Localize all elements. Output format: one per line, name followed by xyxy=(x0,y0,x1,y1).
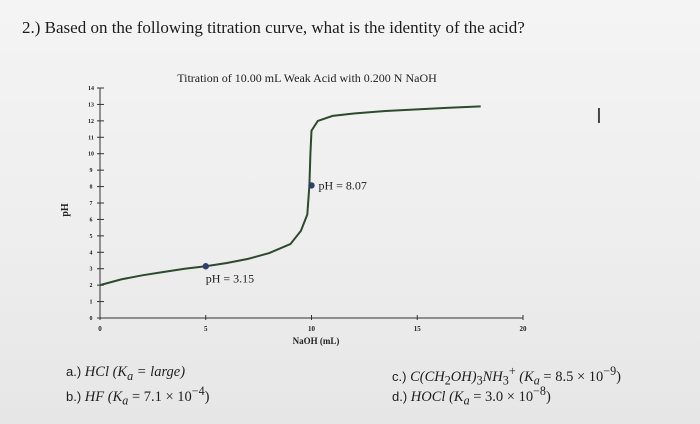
ka-value: = large) xyxy=(133,364,186,380)
option-formula-part: NH xyxy=(482,368,503,385)
ka-close: ) xyxy=(616,368,621,385)
y-tick-label: 14 xyxy=(88,86,94,92)
option-d[interactable]: d.) HOCl (Ka = 3.0 × 10−8) xyxy=(392,384,551,409)
ka-exponent: −8 xyxy=(533,384,546,398)
annotation-point xyxy=(308,182,315,189)
y-tick-label: 13 xyxy=(88,102,94,108)
option-letter: d.) xyxy=(392,388,408,404)
formula-sub: 2 xyxy=(444,373,451,388)
ka-value: = 3.0 × 10 xyxy=(469,388,534,405)
titration-curve xyxy=(99,105,481,287)
option-letter: b.) xyxy=(66,388,82,404)
formula-sub: 3 xyxy=(476,373,483,388)
text-cursor-icon: I xyxy=(596,104,602,128)
x-tick-label: 0 xyxy=(98,325,102,333)
ka-close: ) xyxy=(545,388,551,405)
option-letter: c.) xyxy=(392,368,407,384)
ka-sub: a xyxy=(463,393,470,408)
y-tick-label: 12 xyxy=(88,119,94,125)
ka-sub: a xyxy=(122,393,129,408)
option-formula: C(CH xyxy=(410,368,445,385)
y-tick-label: 6 xyxy=(90,217,93,223)
option-b[interactable]: b.) HF (Ka = 7.1 × 10−4) xyxy=(66,384,210,409)
chart-title: Titration of 10.00 mL Weak Acid with 0.2… xyxy=(177,71,437,85)
ka-value: = 8.5 × 10 xyxy=(539,368,604,385)
y-tick-label: 1 xyxy=(90,300,93,306)
y-tick-label: 0 xyxy=(90,316,93,322)
chart-annotations: pH = 3.15 pH = 8.07 xyxy=(202,178,367,285)
ka-close: ) xyxy=(204,388,210,405)
ka-text: (K xyxy=(112,364,128,380)
y-tick-label: 8 xyxy=(90,185,93,191)
y-tick-label: 10 xyxy=(88,152,94,158)
annotation-point xyxy=(202,263,209,270)
question-text: 2.) Based on the following titration cur… xyxy=(22,18,525,37)
option-letter: a.) xyxy=(66,364,82,379)
option-c[interactable]: c.) C(CH2OH)3NH3+ (Ka = 8.5 × 10−9) xyxy=(392,364,621,389)
option-formula: HF xyxy=(84,388,105,405)
y-tick-label: 11 xyxy=(88,135,94,141)
y-tick-label: 2 xyxy=(90,283,93,289)
formula-sub: 3 xyxy=(502,373,509,388)
ka-sub: a xyxy=(127,368,134,383)
ka-text: (K xyxy=(449,388,464,405)
y-tick-label: 7 xyxy=(90,201,93,207)
chart-axes xyxy=(99,88,523,319)
formula-charge: + xyxy=(508,364,516,378)
x-tick-label: 5 xyxy=(204,325,208,333)
ka-exponent: −9 xyxy=(603,364,617,378)
y-tick-label: 4 xyxy=(90,250,93,256)
option-formula: HOCl xyxy=(410,388,446,405)
annotation-label: pH = 8.07 xyxy=(319,178,367,192)
x-tick-label: 20 xyxy=(520,325,528,333)
x-axis-label: NaOH (mL) xyxy=(293,336,340,346)
ka-value: = 7.1 × 10 xyxy=(128,388,192,405)
x-tick-label: 15 xyxy=(414,325,422,333)
x-tick-label: 10 xyxy=(308,325,316,333)
ka-sub: a xyxy=(533,373,540,388)
option-formula: HCl xyxy=(84,364,109,380)
y-tick-label: 9 xyxy=(90,168,93,174)
y-axis-label: pH xyxy=(60,203,71,217)
y-tick-label: 3 xyxy=(90,267,93,273)
y-tick-label: 5 xyxy=(90,234,93,240)
ka-exponent: −4 xyxy=(191,384,205,398)
option-formula-part: OH) xyxy=(450,368,477,385)
option-a[interactable]: a.) HCl (Ka = large) xyxy=(66,364,185,384)
ka-text: (K xyxy=(519,368,534,385)
ka-text: (K xyxy=(107,388,123,405)
annotation-label: pH = 3.15 xyxy=(206,271,254,285)
